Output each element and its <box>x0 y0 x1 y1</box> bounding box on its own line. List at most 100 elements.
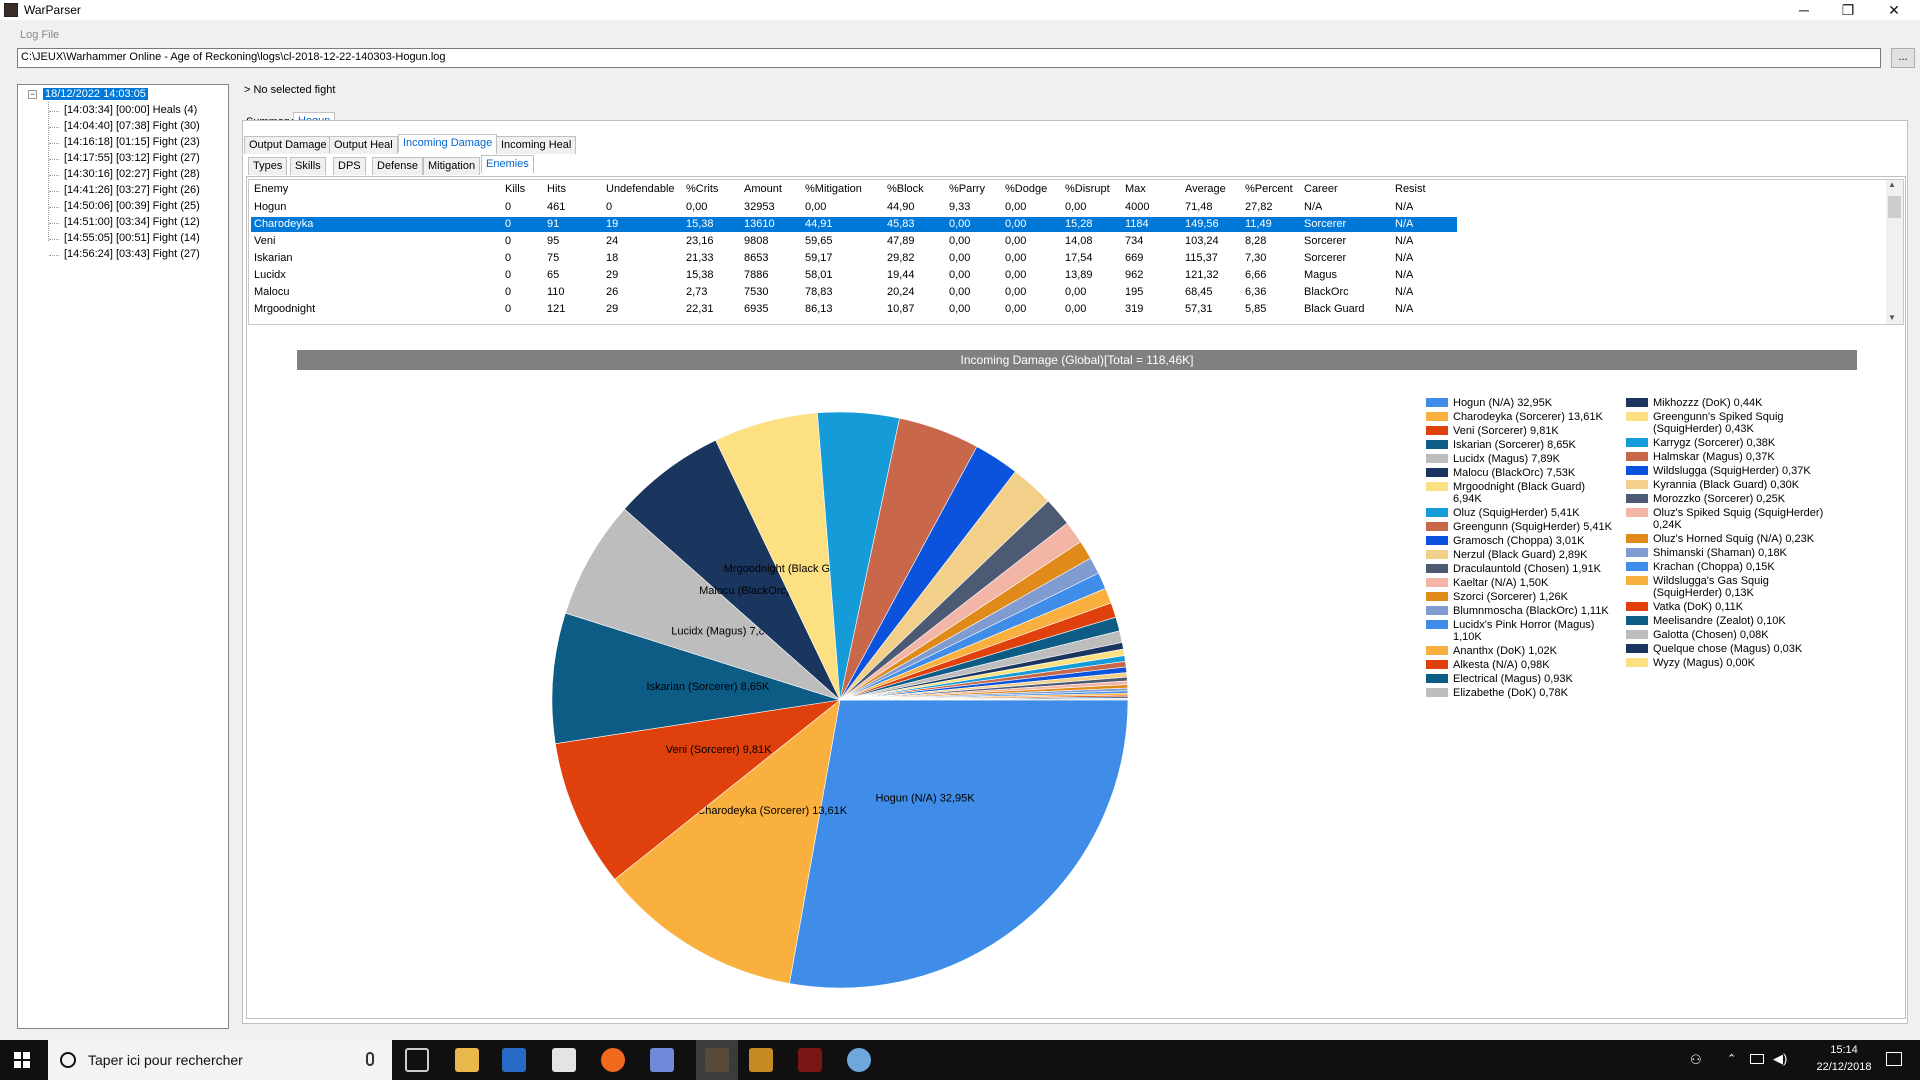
table-cell[interactable]: 195 <box>1125 286 1144 298</box>
tab-defense[interactable]: Defense <box>372 157 423 175</box>
table-cell[interactable]: 27,82 <box>1245 201 1273 213</box>
table-cell[interactable]: 0,00 <box>1065 286 1087 298</box>
table-cell[interactable]: N/A <box>1395 218 1414 230</box>
tab-incoming-heal[interactable]: Incoming Heal <box>496 136 577 154</box>
table-cell[interactable]: 29,82 <box>887 252 915 264</box>
column-header[interactable]: Average <box>1185 183 1226 195</box>
table-cell[interactable]: 19,44 <box>887 269 915 281</box>
tab-dps[interactable]: DPS <box>333 157 366 175</box>
table-cell[interactable]: 47,89 <box>887 235 915 247</box>
file-explorer-icon[interactable] <box>455 1048 479 1072</box>
table-cell[interactable]: 7530 <box>744 286 769 298</box>
table-cell[interactable]: 95 <box>547 235 560 247</box>
table-cell[interactable]: N/A <box>1304 201 1323 213</box>
table-cell[interactable]: Malocu <box>254 286 290 298</box>
maximize-button[interactable]: ❐ <box>1841 2 1855 18</box>
column-header[interactable]: Resist <box>1395 183 1426 195</box>
table-cell[interactable]: BlackOrc <box>1304 286 1349 298</box>
table-cell[interactable]: 0,00 <box>805 201 827 213</box>
table-cell[interactable]: 0,00 <box>949 269 971 281</box>
table-cell[interactable]: 319 <box>1125 303 1144 315</box>
table-cell[interactable]: 8,28 <box>1245 235 1267 247</box>
tab-types[interactable]: Types <box>248 157 288 175</box>
r-app-icon[interactable] <box>749 1048 773 1072</box>
volume-icon[interactable]: ◀) <box>1773 1051 1788 1066</box>
table-cell[interactable]: 2,73 <box>686 286 708 298</box>
warparser-icon[interactable] <box>705 1048 729 1072</box>
grid-scrollbar-thumb[interactable] <box>1888 196 1901 218</box>
table-cell[interactable]: 5,85 <box>1245 303 1267 315</box>
store-icon[interactable] <box>502 1048 526 1072</box>
column-header[interactable]: Kills <box>505 183 526 195</box>
tray-chevron-icon[interactable]: ⌃ <box>1727 1053 1737 1065</box>
table-cell[interactable]: 20,24 <box>887 286 915 298</box>
table-cell[interactable]: 0,00 <box>949 235 971 247</box>
people-icon[interactable]: ⚇ <box>1690 1052 1702 1067</box>
column-header[interactable]: %Mitigation <box>805 183 862 195</box>
table-cell[interactable]: 15,28 <box>1065 218 1093 230</box>
table-cell[interactable]: N/A <box>1395 235 1414 247</box>
table-cell[interactable]: 0,00 <box>1005 269 1027 281</box>
column-header[interactable]: %Parry <box>949 183 986 195</box>
table-cell[interactable]: 0 <box>505 286 512 298</box>
table-cell[interactable]: Sorcerer <box>1304 235 1347 247</box>
tree-item-fight[interactable]: [14:16:18] [01:15] Fight (23) <box>64 136 200 148</box>
table-cell[interactable]: 0,00 <box>1005 252 1027 264</box>
table-cell[interactable]: 59,17 <box>805 252 833 264</box>
table-cell[interactable]: N/A <box>1395 252 1414 264</box>
table-cell[interactable]: 0 <box>505 235 512 247</box>
table-cell[interactable]: 17,54 <box>1065 252 1093 264</box>
table-cell[interactable]: 0,00 <box>1005 303 1027 315</box>
tree-item-fight[interactable]: [14:56:24] [03:43] Fight (27) <box>64 248 200 260</box>
table-cell[interactable]: 121,32 <box>1185 269 1219 281</box>
table-cell[interactable]: 91 <box>547 218 560 230</box>
table-cell[interactable]: 962 <box>1125 269 1144 281</box>
table-cell[interactable]: N/A <box>1395 201 1414 213</box>
table-cell[interactable]: 26 <box>606 286 619 298</box>
table-cell[interactable]: 57,31 <box>1185 303 1213 315</box>
column-header[interactable]: Undefendable <box>606 183 675 195</box>
table-cell[interactable]: 7886 <box>744 269 769 281</box>
discord-icon[interactable] <box>650 1048 674 1072</box>
column-header[interactable]: %Dodge <box>1005 183 1048 195</box>
tab-mitigation[interactable]: Mitigation <box>423 157 481 175</box>
table-cell[interactable]: Charodeyka <box>254 218 314 230</box>
scroll-up-icon[interactable]: ▲ <box>1888 180 1896 189</box>
browse-button[interactable]: ... <box>1891 48 1915 68</box>
table-cell[interactable]: 32953 <box>744 201 775 213</box>
table-cell[interactable]: N/A <box>1395 286 1414 298</box>
table-cell[interactable]: 0,00 <box>949 286 971 298</box>
table-cell[interactable]: 121 <box>547 303 566 315</box>
windows-start-icon[interactable] <box>14 1052 30 1068</box>
table-cell[interactable]: Sorcerer <box>1304 252 1347 264</box>
tree-collapse-icon[interactable]: − <box>28 89 37 99</box>
table-cell[interactable]: 24 <box>606 235 619 247</box>
table-cell[interactable]: 68,45 <box>1185 286 1213 298</box>
table-cell[interactable]: 78,83 <box>805 286 833 298</box>
table-cell[interactable]: 0,00 <box>949 303 971 315</box>
table-cell[interactable]: Iskarian <box>254 252 293 264</box>
table-cell[interactable]: 0 <box>505 269 512 281</box>
tree-item-fight[interactable]: [14:41:26] [03:27] Fight (26) <box>64 184 200 196</box>
table-cell[interactable]: 734 <box>1125 235 1144 247</box>
firefox-icon[interactable] <box>601 1048 625 1072</box>
tree-item-fight[interactable]: [14:30:16] [02:27] Fight (28) <box>64 168 200 180</box>
table-cell[interactable]: 0,00 <box>1005 218 1027 230</box>
table-cell[interactable]: Sorcerer <box>1304 218 1347 230</box>
table-cell[interactable]: 0,00 <box>1065 201 1087 213</box>
column-header[interactable]: Enemy <box>254 183 289 195</box>
table-cell[interactable]: 45,83 <box>887 218 915 230</box>
table-cell[interactable]: Hogun <box>254 201 287 213</box>
table-cell[interactable]: 71,48 <box>1185 201 1213 213</box>
column-header[interactable]: %Crits <box>686 183 719 195</box>
table-cell[interactable]: Black Guard <box>1304 303 1365 315</box>
column-header[interactable]: Career <box>1304 183 1338 195</box>
enemies-grid[interactable]: Enemy Kills Hits Undefendable %Crits Amount %M… <box>248 179 1904 325</box>
tab-incoming-damage[interactable]: Incoming Damage <box>398 134 498 152</box>
table-cell[interactable]: 6935 <box>744 303 769 315</box>
clock-time[interactable]: 15:14 <box>1830 1044 1858 1056</box>
tab-output-heal[interactable]: Output Heal <box>329 136 398 154</box>
table-cell[interactable]: 0,00 <box>1005 201 1027 213</box>
table-cell[interactable]: 29 <box>606 303 619 315</box>
table-cell[interactable]: 0,00 <box>949 252 971 264</box>
